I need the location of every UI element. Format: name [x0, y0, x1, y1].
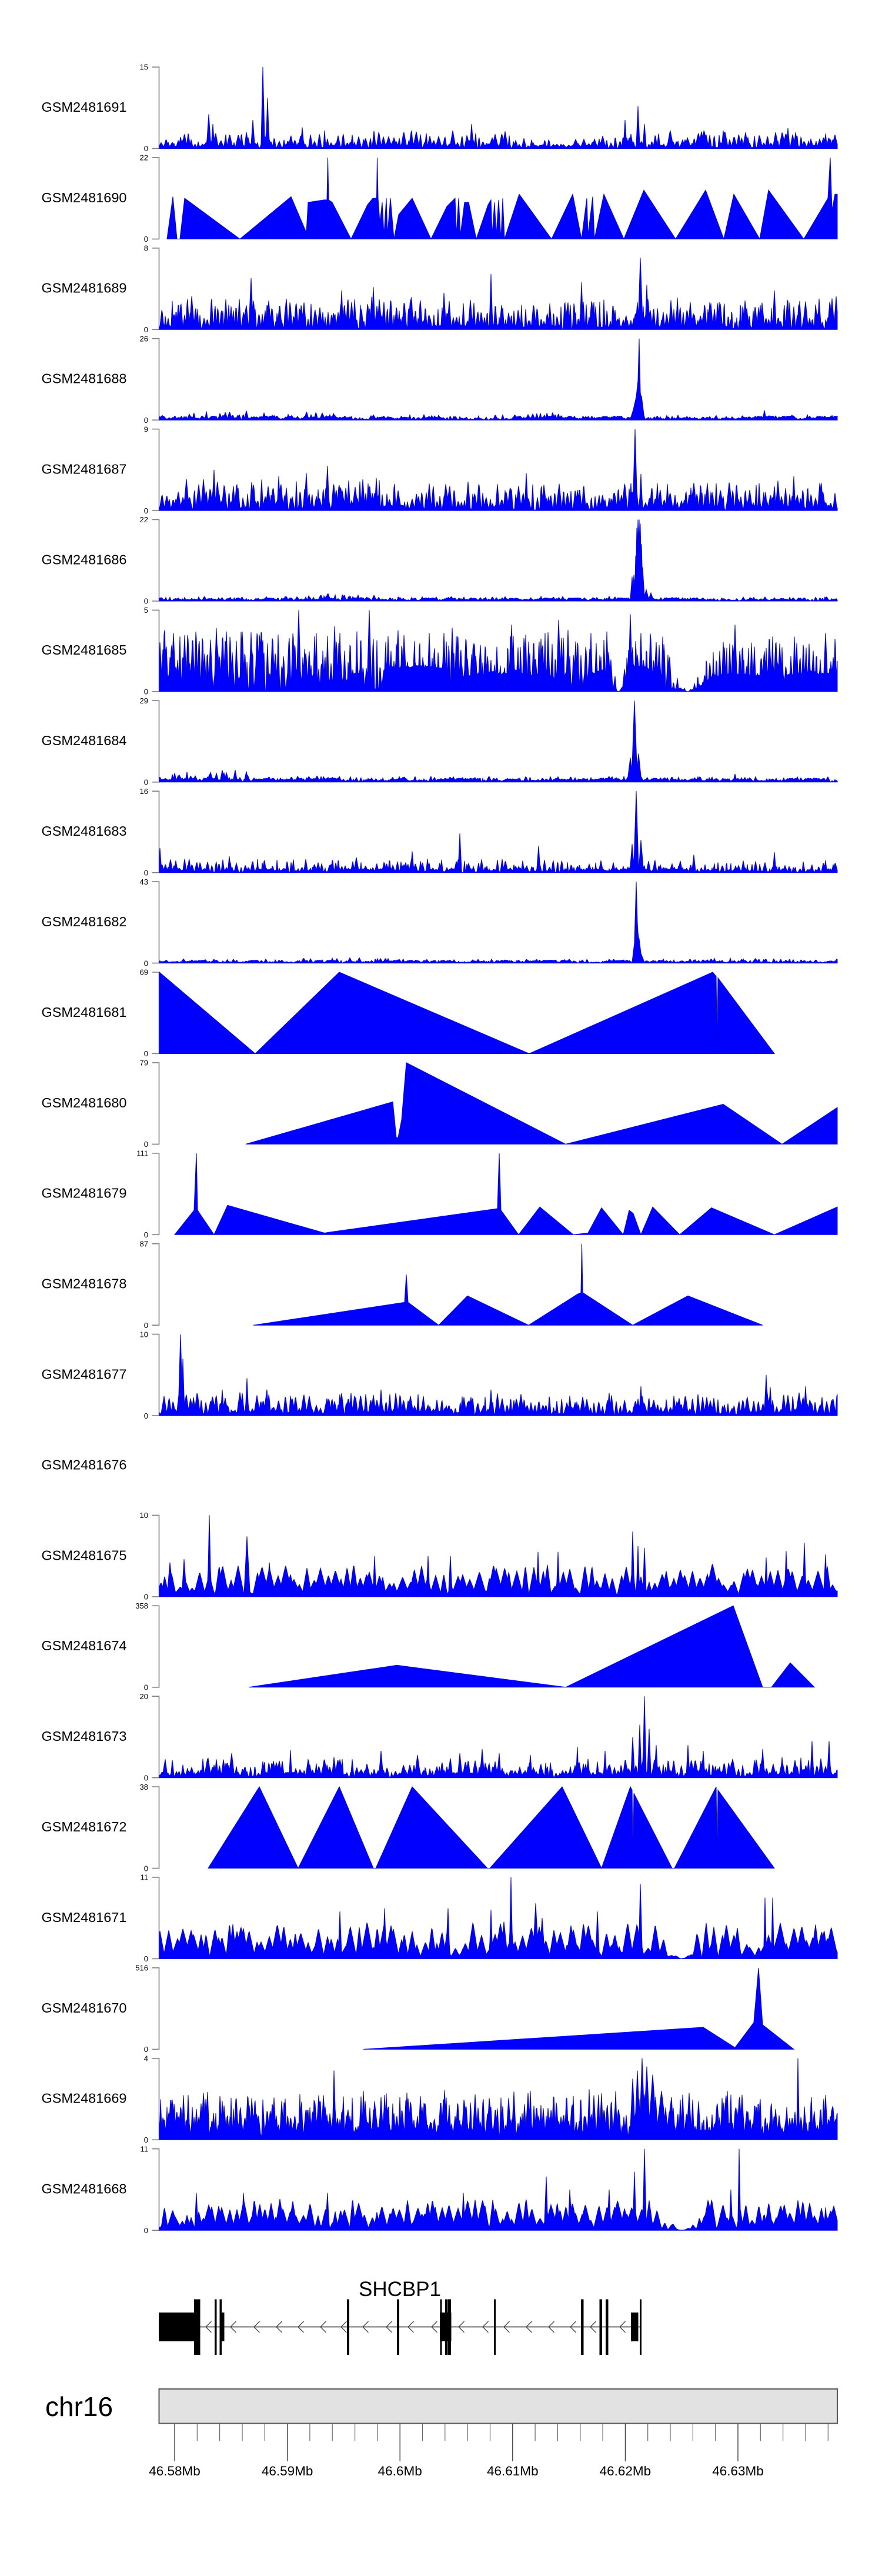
svg-text:0: 0 — [144, 235, 148, 243]
svg-text:GSM2481668: GSM2481668 — [41, 2181, 126, 2197]
svg-text:0: 0 — [144, 1140, 148, 1149]
svg-text:0: 0 — [144, 506, 148, 515]
svg-text:0: 0 — [144, 1321, 148, 1330]
svg-text:GSM2481687: GSM2481687 — [41, 461, 126, 476]
svg-text:0: 0 — [144, 597, 148, 606]
svg-text:20: 20 — [140, 1692, 148, 1701]
svg-text:10: 10 — [140, 1330, 148, 1339]
svg-text:0: 0 — [144, 1954, 148, 1963]
svg-text:GSM2481674: GSM2481674 — [41, 1638, 126, 1653]
svg-text:GSM2481684: GSM2481684 — [41, 733, 126, 748]
svg-text:GSM2481669: GSM2481669 — [41, 2091, 126, 2106]
svg-text:87: 87 — [140, 1239, 148, 1248]
svg-text:GSM2481670: GSM2481670 — [41, 2000, 126, 2016]
svg-text:GSM2481691: GSM2481691 — [41, 99, 126, 115]
svg-text:29: 29 — [140, 696, 148, 705]
svg-text:0: 0 — [144, 325, 148, 334]
svg-text:46.62Mb: 46.62Mb — [600, 2464, 652, 2478]
svg-text:GSM2481677: GSM2481677 — [41, 1367, 126, 1382]
svg-text:46.59Mb: 46.59Mb — [262, 2464, 313, 2478]
svg-text:GSM2481682: GSM2481682 — [41, 914, 126, 929]
svg-text:4: 4 — [144, 2054, 148, 2063]
svg-text:GSM2481688: GSM2481688 — [41, 371, 126, 386]
svg-text:0: 0 — [144, 2135, 148, 2144]
svg-text:0: 0 — [144, 959, 148, 967]
svg-text:0: 0 — [144, 1593, 148, 1601]
svg-text:79: 79 — [140, 1059, 148, 1067]
svg-text:SHCBP1: SHCBP1 — [359, 2278, 441, 2301]
svg-text:GSM2481671: GSM2481671 — [41, 1910, 126, 1925]
svg-text:0: 0 — [144, 868, 148, 877]
svg-text:38: 38 — [140, 1783, 148, 1791]
svg-text:22: 22 — [140, 515, 148, 524]
svg-text:GSM2481681: GSM2481681 — [41, 1005, 126, 1020]
svg-text:0: 0 — [144, 688, 148, 696]
svg-text:26: 26 — [140, 334, 148, 343]
svg-text:0: 0 — [144, 1230, 148, 1239]
svg-text:GSM2481672: GSM2481672 — [41, 1819, 126, 1834]
svg-text:GSM2481675: GSM2481675 — [41, 1547, 126, 1563]
svg-text:0: 0 — [144, 2045, 148, 2054]
svg-text:GSM2481678: GSM2481678 — [41, 1276, 126, 1292]
svg-text:5: 5 — [144, 606, 148, 615]
svg-text:0: 0 — [144, 1412, 148, 1420]
svg-text:8: 8 — [144, 244, 148, 253]
svg-text:0: 0 — [144, 1049, 148, 1058]
svg-text:GSM2481676: GSM2481676 — [41, 1457, 126, 1472]
svg-text:9: 9 — [144, 425, 148, 433]
svg-text:69: 69 — [140, 968, 148, 977]
svg-text:GSM2481680: GSM2481680 — [41, 1095, 126, 1110]
svg-text:GSM2481689: GSM2481689 — [41, 281, 126, 296]
svg-text:46.58Mb: 46.58Mb — [149, 2464, 201, 2478]
svg-text:0: 0 — [144, 1773, 148, 1782]
svg-text:0: 0 — [144, 1683, 148, 1692]
svg-text:GSM2481690: GSM2481690 — [41, 190, 126, 205]
svg-text:15: 15 — [140, 63, 148, 72]
svg-text:516: 516 — [135, 1964, 148, 1973]
svg-text:GSM2481683: GSM2481683 — [41, 823, 126, 839]
svg-text:0: 0 — [144, 416, 148, 425]
svg-text:0: 0 — [144, 144, 148, 153]
svg-text:46.63Mb: 46.63Mb — [712, 2464, 764, 2478]
svg-text:GSM2481673: GSM2481673 — [41, 1729, 126, 1744]
svg-text:0: 0 — [144, 2226, 148, 2235]
svg-text:chr16: chr16 — [45, 2391, 113, 2422]
svg-text:0: 0 — [144, 1864, 148, 1873]
svg-text:10: 10 — [140, 1511, 148, 1520]
svg-text:46.6Mb: 46.6Mb — [378, 2464, 422, 2478]
svg-text:GSM2481686: GSM2481686 — [41, 552, 126, 567]
svg-text:46.61Mb: 46.61Mb — [487, 2464, 539, 2478]
svg-text:358: 358 — [135, 1601, 148, 1610]
svg-text:0: 0 — [144, 778, 148, 787]
svg-text:11: 11 — [141, 2144, 149, 2153]
svg-text:22: 22 — [140, 154, 148, 162]
svg-text:111: 111 — [136, 1149, 148, 1158]
svg-text:11: 11 — [141, 1873, 149, 1882]
svg-text:GSM2481685: GSM2481685 — [41, 642, 126, 658]
svg-text:GSM2481679: GSM2481679 — [41, 1186, 126, 1201]
svg-text:16: 16 — [140, 787, 148, 796]
svg-text:43: 43 — [140, 877, 148, 886]
